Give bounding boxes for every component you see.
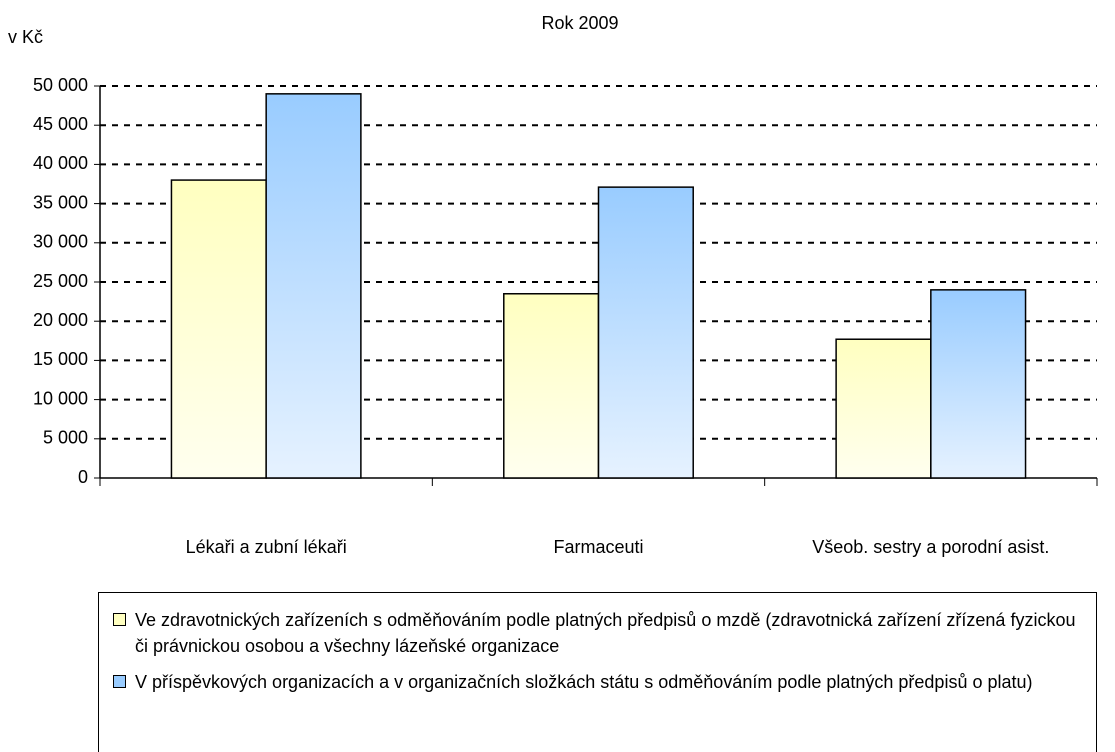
bar xyxy=(503,293,600,479)
y-tick-label: 5 000 xyxy=(43,428,88,448)
y-tick-label: 25 000 xyxy=(33,271,88,291)
bar xyxy=(265,93,362,479)
legend-swatch xyxy=(113,613,126,626)
y-tick-label: 10 000 xyxy=(33,388,88,408)
y-axis-label: v Kč xyxy=(8,27,43,47)
bar xyxy=(597,186,694,479)
legend: Ve zdravotnických zařízeních s odměňován… xyxy=(98,592,1097,752)
bar xyxy=(170,179,267,479)
x-tick-label: Všeob. sestry a porodní asist. xyxy=(812,537,1049,557)
legend-label: Ve zdravotnických zařízeních s odměňován… xyxy=(135,610,1076,656)
x-tick-label: Farmaceuti xyxy=(553,537,643,557)
bar xyxy=(930,289,1027,479)
legend-entry: Ve zdravotnických zařízeních s odměňován… xyxy=(113,607,1082,659)
legend-swatch xyxy=(113,675,126,688)
bar xyxy=(835,338,932,479)
y-tick-label: 30 000 xyxy=(33,232,88,252)
y-tick-label: 20 000 xyxy=(33,310,88,330)
x-tick-label: Lékaři a zubní lékaři xyxy=(186,537,347,557)
y-tick-label: 15 000 xyxy=(33,349,88,369)
y-tick-label: 50 000 xyxy=(33,75,88,95)
chart-title: Rok 2009 xyxy=(541,13,618,33)
y-tick-label: 0 xyxy=(78,467,88,487)
legend-entry: V příspěvkových organizacích a v organiz… xyxy=(113,669,1082,695)
y-tick-label: 35 000 xyxy=(33,192,88,212)
y-tick-label: 45 000 xyxy=(33,114,88,134)
legend-label: V příspěvkových organizacích a v organiz… xyxy=(135,672,1033,692)
y-tick-label: 40 000 xyxy=(33,153,88,173)
